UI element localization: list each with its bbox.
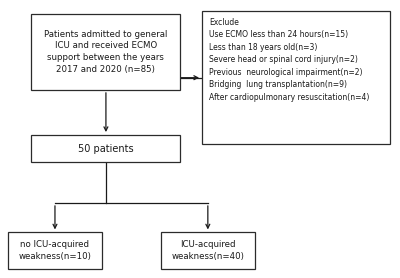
Text: ICU-acquired
weakness(n=40): ICU-acquired weakness(n=40) bbox=[172, 240, 244, 261]
Bar bbox=[202, 11, 390, 145]
Bar bbox=[161, 232, 255, 269]
Bar bbox=[32, 14, 180, 90]
Text: 50 patients: 50 patients bbox=[78, 143, 134, 153]
Bar bbox=[8, 232, 102, 269]
Bar bbox=[32, 135, 180, 162]
Text: no ICU-acquired
weakness(n=10): no ICU-acquired weakness(n=10) bbox=[18, 240, 91, 261]
Text: Exclude
Use ECMO less than 24 hours(n=15)
Less than 18 years old(n=3)
Severe hea: Exclude Use ECMO less than 24 hours(n=15… bbox=[209, 18, 369, 102]
Text: Patients admitted to general
ICU and received ECMO
support between the years
201: Patients admitted to general ICU and rec… bbox=[44, 30, 168, 74]
